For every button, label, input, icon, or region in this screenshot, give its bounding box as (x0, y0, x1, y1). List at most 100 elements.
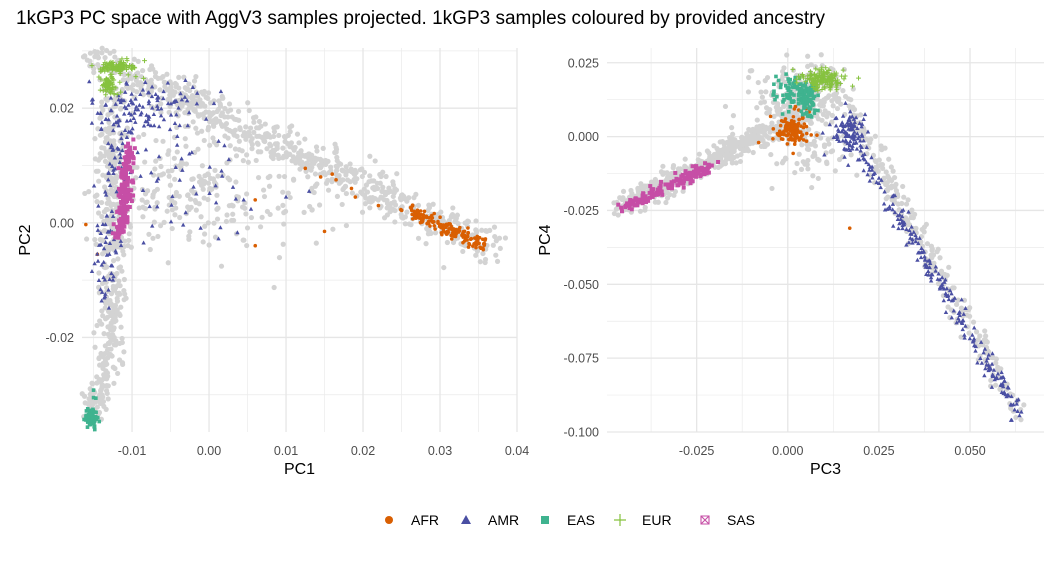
point-amr (235, 230, 240, 235)
point-projected (846, 103, 852, 109)
point-amr (213, 183, 218, 188)
point-amr (855, 131, 860, 136)
point-projected (156, 172, 162, 179)
point-projected (285, 132, 291, 138)
point-amr (865, 129, 871, 134)
point-projected (729, 156, 735, 162)
point-amr (195, 90, 200, 95)
point-eur (119, 65, 125, 71)
point-projected (99, 213, 105, 220)
point-projected (638, 181, 644, 187)
point-sas (122, 155, 127, 160)
point-projected (200, 186, 206, 192)
point-eur (827, 73, 833, 79)
point-projected (482, 259, 488, 266)
point-amr (140, 87, 146, 92)
point-amr (140, 104, 146, 109)
point-projected (348, 166, 354, 172)
y-tick-label: -0.075 (564, 352, 599, 366)
point-amr (989, 384, 995, 389)
point-projected (317, 202, 323, 208)
point-projected (330, 226, 336, 232)
point-projected (200, 239, 206, 245)
point-projected (313, 240, 319, 246)
point-afr (418, 214, 422, 219)
point-sas (131, 161, 136, 166)
point-eur (117, 79, 123, 85)
point-projected (92, 136, 98, 142)
point-amr (146, 122, 151, 127)
point-projected (111, 48, 117, 54)
point-projected (316, 162, 322, 169)
point-amr (98, 242, 104, 247)
point-afr (468, 237, 473, 242)
point-amr (129, 130, 134, 135)
point-amr (104, 252, 110, 257)
point-eur (107, 89, 113, 95)
point-projected (99, 131, 105, 137)
point-afr (800, 133, 805, 137)
point-sas (126, 175, 131, 180)
point-projected (124, 125, 130, 131)
point-eas (778, 85, 783, 90)
point-projected (339, 201, 345, 208)
point-afr (790, 130, 794, 134)
y-axis-title: PC4 (537, 224, 554, 255)
point-amr (986, 352, 991, 357)
point-projected (611, 200, 617, 206)
point-projected (98, 378, 104, 384)
point-projected (724, 148, 730, 155)
legend-item-sas: SAS (700, 512, 755, 528)
point-sas (692, 174, 697, 179)
point-projected (761, 99, 768, 105)
point-amr (104, 235, 109, 240)
point-projected (670, 162, 677, 169)
point-eas (784, 92, 789, 97)
point-projected (714, 154, 720, 160)
point-afr (433, 227, 437, 231)
point-projected (272, 124, 279, 130)
point-afr (797, 117, 801, 122)
point-projected (126, 231, 132, 237)
point-projected (450, 205, 456, 211)
point-eur (793, 76, 799, 82)
point-eas (807, 99, 811, 104)
legend-item-eas: EAS (541, 512, 595, 528)
point-projected (172, 134, 178, 140)
point-sas (113, 231, 118, 236)
point-projected (233, 179, 239, 185)
point-projected (119, 335, 125, 342)
point-projected (899, 200, 905, 207)
point-sas (126, 141, 131, 146)
point-projected (924, 241, 931, 247)
point-projected (212, 179, 218, 185)
series-eur (89, 56, 147, 98)
point-amr (949, 291, 954, 296)
point-amr (141, 240, 146, 245)
point-projected (740, 148, 746, 154)
point-amr (113, 101, 118, 106)
point-projected (754, 105, 760, 111)
y-tick-label: -0.025 (564, 204, 599, 218)
point-projected (402, 221, 408, 227)
point-eas (92, 419, 97, 424)
legend-label: AFR (411, 512, 439, 528)
point-projected (193, 207, 199, 213)
point-projected (117, 340, 123, 347)
point-projected (99, 99, 105, 105)
point-eur (825, 70, 830, 75)
point-projected (106, 119, 112, 126)
point-projected (198, 214, 204, 220)
point-amr (862, 112, 868, 117)
point-amr (168, 219, 174, 224)
point-sas (682, 175, 687, 180)
point-eur (142, 58, 147, 64)
point-eur (119, 56, 125, 62)
point-afr (792, 125, 797, 130)
point-projected (267, 173, 273, 179)
point-projected (491, 224, 498, 230)
point-projected (825, 110, 832, 116)
point-projected (115, 370, 121, 377)
point-afr (782, 129, 786, 134)
point-projected (110, 283, 116, 289)
